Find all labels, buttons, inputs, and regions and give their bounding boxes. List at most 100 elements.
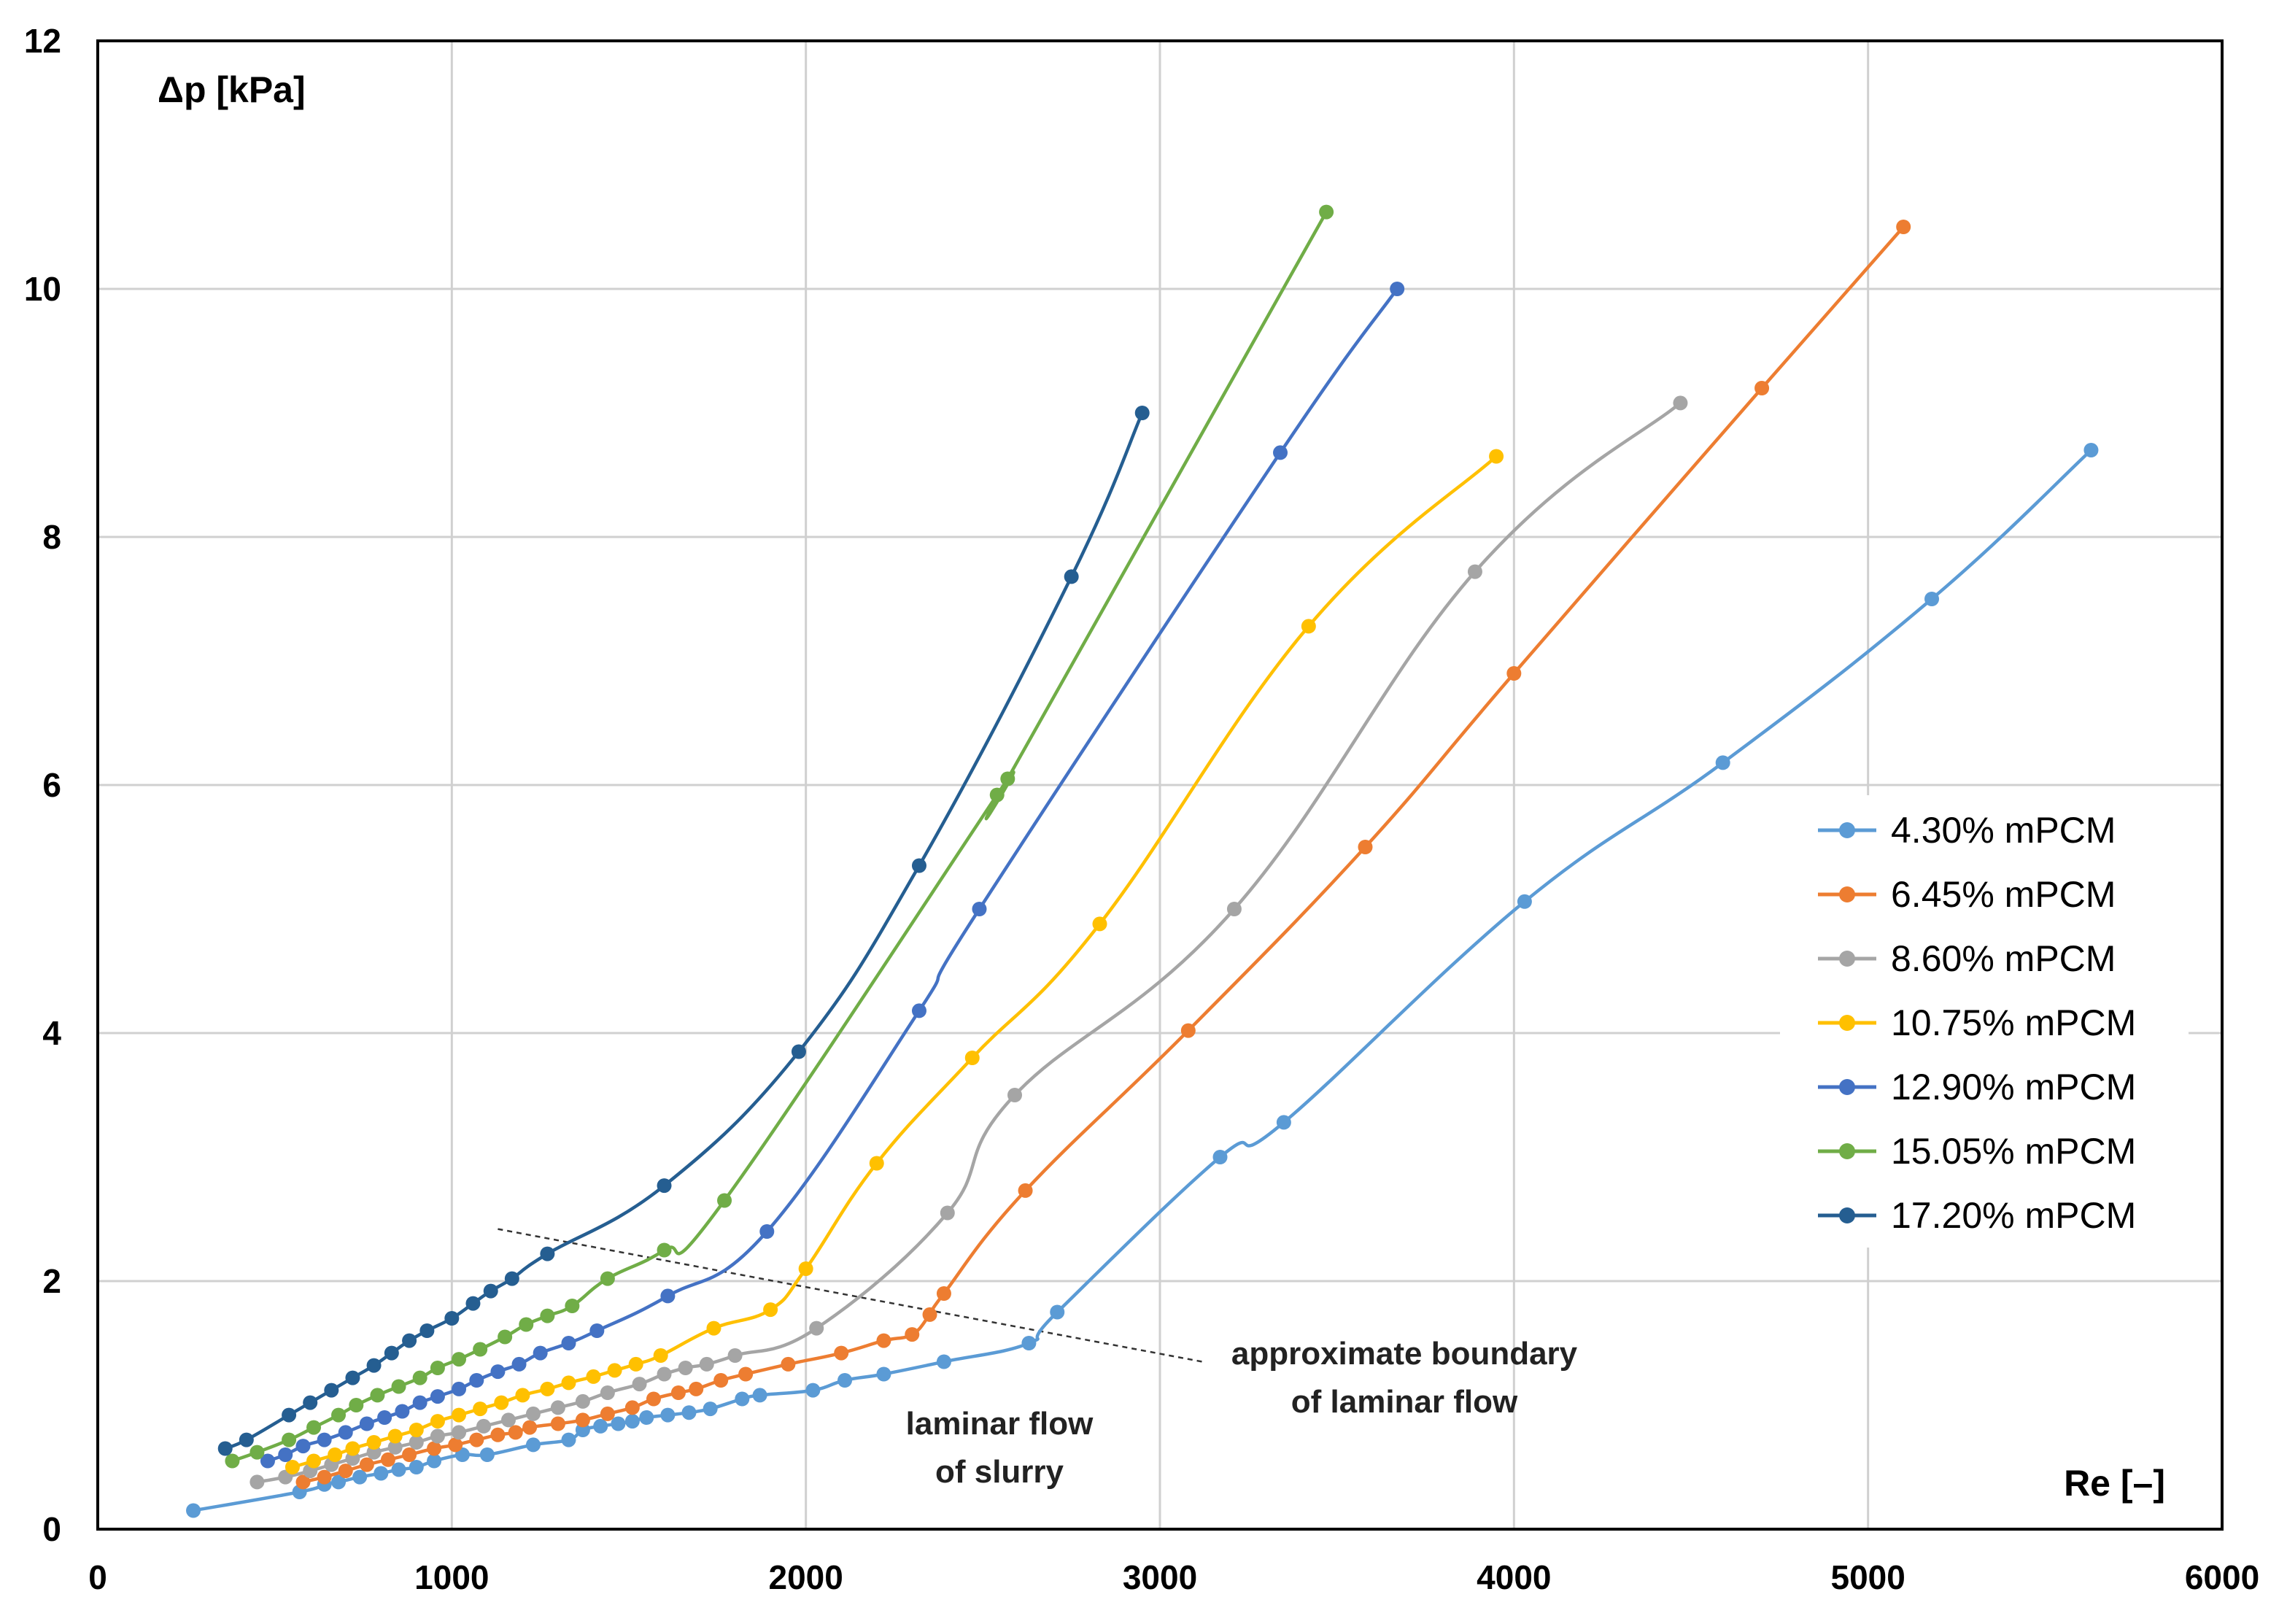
- data-point: [689, 1381, 704, 1396]
- data-point: [370, 1388, 385, 1403]
- data-point: [540, 1381, 555, 1396]
- data-point: [225, 1453, 240, 1469]
- data-point: [504, 1271, 519, 1286]
- data-point: [607, 1363, 622, 1378]
- series-4-30-mpcm: [186, 443, 2099, 1518]
- x-tick-label: 5000: [1830, 1558, 1905, 1596]
- data-point: [717, 1193, 732, 1208]
- data-point: [452, 1381, 467, 1396]
- data-point: [727, 1348, 743, 1363]
- data-point: [869, 1156, 884, 1171]
- plot-area-frame: [96, 39, 2224, 1531]
- data-point: [508, 1425, 523, 1440]
- legend-item: 6.45% mPCM: [1818, 874, 2116, 915]
- data-point: [1092, 916, 1107, 932]
- data-point: [1273, 445, 1288, 460]
- data-point: [349, 1398, 364, 1412]
- data-point: [738, 1366, 754, 1382]
- data-point: [260, 1453, 275, 1469]
- data-point: [837, 1373, 853, 1388]
- data-point: [876, 1366, 891, 1382]
- data-point: [2083, 443, 2099, 457]
- legend-marker: [1839, 1207, 1855, 1223]
- data-point: [678, 1361, 693, 1375]
- legend-label: 17.20% mPCM: [1891, 1195, 2136, 1236]
- series-line: [224, 412, 1144, 1450]
- data-point: [834, 1345, 849, 1361]
- data-point: [1301, 619, 1316, 634]
- data-point: [295, 1474, 311, 1490]
- data-point: [575, 1412, 590, 1428]
- data-point: [809, 1321, 824, 1336]
- data-point: [565, 1299, 580, 1313]
- y-tick-label: 6: [42, 766, 61, 804]
- data-point: [1896, 220, 1911, 234]
- data-point: [412, 1395, 427, 1410]
- laminar-label: of slurry: [935, 1454, 1064, 1490]
- boundary-label: of laminar flow: [1291, 1384, 1518, 1420]
- data-point: [632, 1377, 647, 1392]
- data-point: [703, 1401, 718, 1417]
- data-point: [791, 1044, 806, 1059]
- data-point: [419, 1323, 435, 1338]
- data-point: [249, 1445, 265, 1460]
- data-point: [713, 1373, 729, 1388]
- data-point: [249, 1474, 265, 1490]
- x-tick-label: 6000: [2185, 1558, 2259, 1596]
- data-point: [476, 1418, 492, 1434]
- data-point: [653, 1348, 668, 1363]
- y-tick-label: 0: [42, 1510, 61, 1548]
- data-point: [359, 1457, 374, 1472]
- data-point: [306, 1453, 322, 1469]
- data-point: [427, 1453, 442, 1469]
- x-tick-label: 0: [88, 1558, 107, 1596]
- data-point: [911, 858, 926, 873]
- data-point: [1018, 1183, 1033, 1198]
- data-point: [660, 1288, 676, 1304]
- data-point: [391, 1379, 406, 1394]
- data-point: [469, 1432, 484, 1447]
- data-point: [345, 1441, 360, 1456]
- data-point: [303, 1395, 318, 1410]
- data-point: [1021, 1336, 1037, 1350]
- x-tick-label: 4000: [1477, 1558, 1551, 1596]
- boundary-label: approximate boundary: [1231, 1336, 1578, 1372]
- data-point: [522, 1420, 538, 1435]
- data-point: [1390, 282, 1405, 296]
- series-10-75-mpcm: [285, 449, 1504, 1474]
- data-point: [409, 1435, 424, 1450]
- data-point: [278, 1447, 293, 1462]
- legend-item: 8.60% mPCM: [1818, 938, 2116, 979]
- series-line: [292, 455, 1498, 1469]
- data-point: [540, 1308, 555, 1323]
- y-tick-label: 8: [42, 518, 61, 556]
- data-point: [533, 1345, 548, 1361]
- y-tick-label: 4: [42, 1014, 61, 1052]
- data-point: [366, 1358, 382, 1373]
- data-point: [324, 1383, 339, 1398]
- data-point: [922, 1307, 937, 1322]
- data-point: [1319, 204, 1334, 220]
- x-tick-label: 1000: [414, 1558, 489, 1596]
- data-point: [430, 1361, 445, 1375]
- legend-marker: [1839, 1079, 1855, 1095]
- data-point: [1489, 449, 1504, 464]
- data-point: [905, 1327, 920, 1342]
- legend-item: 12.90% mPCM: [1818, 1067, 2136, 1107]
- data-point: [1924, 592, 1940, 606]
- data-point: [409, 1460, 424, 1474]
- data-point: [1517, 894, 1532, 909]
- data-point: [511, 1356, 527, 1372]
- data-point: [561, 1432, 576, 1447]
- data-point: [561, 1336, 576, 1350]
- series-line: [267, 287, 1399, 1463]
- data-point: [911, 1003, 926, 1018]
- legend-item: 4.30% mPCM: [1818, 810, 2116, 851]
- x-tick-label: 2000: [768, 1558, 843, 1596]
- data-point: [624, 1414, 640, 1429]
- data-point: [494, 1395, 509, 1410]
- boundary-dashed-line: [498, 1228, 1203, 1363]
- data-point: [936, 1354, 951, 1369]
- data-point: [345, 1370, 360, 1385]
- data-point: [331, 1407, 347, 1423]
